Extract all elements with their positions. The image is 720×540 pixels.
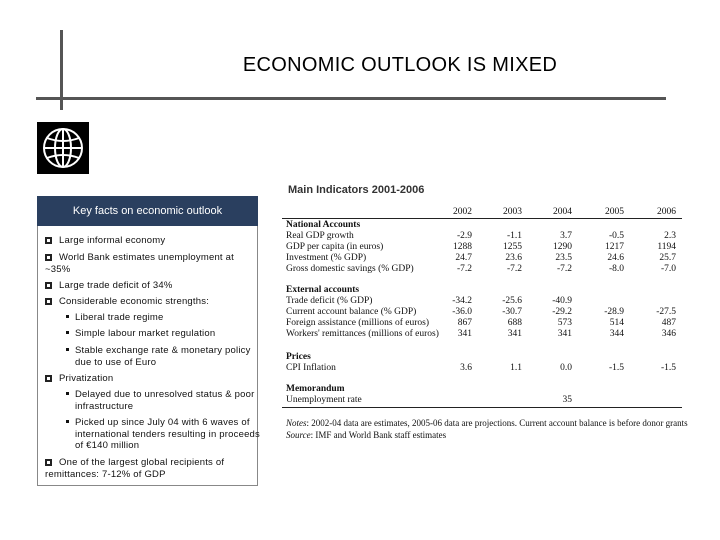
- key-fact-subitem: Delayed due to unresolved status & poor …: [66, 389, 255, 412]
- bullet-icon: [66, 315, 69, 318]
- section-heading: Memorandum: [286, 384, 345, 394]
- chart-title: Main Indicators 2001-2006: [288, 184, 425, 196]
- checkbox-bullet-icon: [45, 375, 52, 382]
- key-fact-item: Large trade deficit of 34%: [45, 280, 255, 292]
- key-fact-subitem: Liberal trade regime: [66, 312, 246, 324]
- checkbox-bullet-icon: [45, 237, 52, 244]
- checkbox-bullet-icon: [45, 254, 52, 261]
- bullet-icon: [66, 420, 69, 423]
- checkbox-bullet-icon: [45, 282, 52, 289]
- section-heading: Prices: [286, 352, 311, 362]
- bullet-icon: [66, 331, 69, 334]
- table-bottom-rule: [282, 407, 682, 408]
- table-note: Notes: 2002-04 data are estimates, 2005-…: [286, 418, 688, 428]
- table-source: Source: IMF and World Bank staff estimat…: [286, 430, 447, 440]
- table-row: Current account balance (% GDP) -36.0 -30…: [286, 307, 676, 317]
- section-heading: National Accounts: [286, 220, 361, 230]
- column-header: 2003: [503, 207, 522, 217]
- key-fact-item: Privatization: [45, 373, 255, 385]
- checkbox-bullet-icon: [45, 298, 52, 305]
- table-row: Foreign assistance (millions of euros) 8…: [286, 318, 676, 328]
- table-header-row: 2002 2003 2004 2005 2006: [282, 207, 682, 218]
- key-fact-subitem: Simple labour market regulation: [66, 328, 246, 340]
- table-row: Workers' remittances (millions of euros)…: [286, 329, 676, 339]
- table-row: CPI Inflation 3.6 1.1 0.0 -1.5 -1.5: [286, 363, 676, 373]
- decor-horizontal-line: [36, 97, 666, 100]
- table-header-rule: [282, 218, 682, 219]
- checkbox-bullet-icon: [45, 459, 52, 466]
- table-row: Trade deficit (% GDP) -34.2 -25.6 -40.9: [286, 296, 572, 306]
- column-header: 2002: [453, 207, 472, 217]
- key-fact-item: World Bank estimates unemployment at ~35…: [45, 252, 234, 275]
- table-row: Real GDP growth -2.9 -1.1 3.7 -0.5 2.3: [286, 231, 676, 241]
- bullet-icon: [66, 348, 69, 351]
- bullet-icon: [66, 392, 69, 395]
- decor-vertical-line: [60, 30, 63, 110]
- globe-icon: [43, 128, 83, 168]
- table-row: Unemployment rate 35: [286, 395, 572, 405]
- table-row: GDP per capita (in euros) 1288 1255 1290 12…: [286, 242, 676, 252]
- column-header: 2005: [605, 207, 624, 217]
- table-row: Investment (% GDP) 24.7 23.6 23.5 24.6 25.7: [286, 253, 676, 263]
- table-row: Gross domestic savings (% GDP) -7.2 -7.2-…: [286, 264, 676, 274]
- key-fact-subitem: Picked up since July 04 with 6 waves of …: [66, 417, 261, 452]
- key-fact-item: Large informal economy: [45, 235, 255, 247]
- key-fact-item: Considerable economic strengths:: [45, 296, 255, 308]
- key-facts-heading: Key facts on economic outlook: [37, 196, 258, 226]
- world-bank-logo: [37, 122, 89, 174]
- key-fact-subitem: Stable exchange rate & monetary policy d…: [66, 345, 255, 368]
- column-header: 2006: [657, 207, 676, 217]
- key-fact-item: One of the largest global recipients of …: [45, 457, 225, 480]
- column-header: 2004: [553, 207, 572, 217]
- slide-title: ECONOMIC OUTLOOK IS MIXED: [242, 54, 558, 76]
- section-heading: External accounts: [286, 285, 360, 295]
